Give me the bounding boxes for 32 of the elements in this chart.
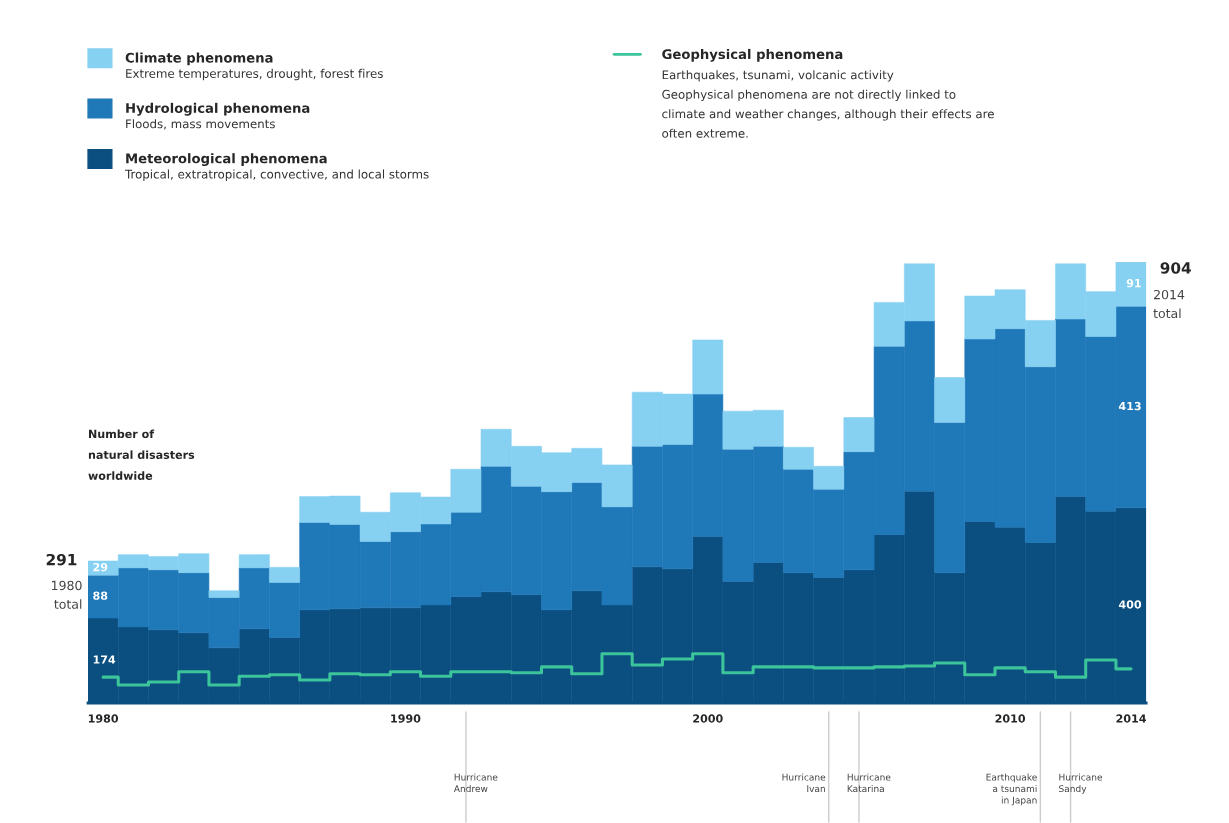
- x-tick-label: 1980: [88, 714, 119, 723]
- y-axis-title: Number of natural disasters worldwide: [88, 429, 195, 480]
- total-label: 904: [1160, 262, 1191, 274]
- ref-line-label: Hurricane Ivan: [782, 773, 826, 793]
- ref-line-label: Hurricane Andrew: [453, 773, 498, 793]
- data-label: 174: [93, 655, 116, 664]
- legend-label: Meteorological phenomena: [126, 153, 327, 167]
- bar: [934, 377, 966, 423]
- x-tick-label: 2014: [1116, 714, 1146, 723]
- bar: [208, 590, 240, 598]
- text: Earthquakes, tsunami, volcanic activity Geophysical phenomena are not directly linked to climate and weather changes, although their effects are often extreme.: [662, 70, 994, 138]
- data-label: 29: [93, 562, 108, 572]
- data-label: 91: [1126, 278, 1141, 288]
- text: Extreme temperatures, drought, forest fires: [126, 68, 383, 81]
- data-label: 88: [93, 591, 108, 600]
- text: Floods, mass movements: [126, 119, 275, 130]
- bar: [843, 417, 875, 452]
- text: 1980 total: [52, 580, 82, 609]
- x-tick-label: 2000: [693, 714, 723, 723]
- x-tick-label: 1990: [391, 714, 421, 723]
- data-label: 413: [1118, 401, 1141, 411]
- ref-line-label: Hurricane Katarina: [847, 773, 891, 793]
- ref-line-label: Hurricane Sandy: [1059, 773, 1103, 794]
- x-tick-label: 2010: [995, 714, 1026, 723]
- text: Tropical, extratropical, convective, and local storms: [124, 169, 429, 181]
- ref-line-label: Earthquake a tsunami in Japan: [986, 773, 1037, 806]
- text: 2014 total: [1153, 289, 1185, 319]
- data-label: 400: [1118, 600, 1142, 609]
- legend-label: Geophysical phenomena: [662, 48, 843, 62]
- legend-label: Climate phenomena: [125, 52, 273, 66]
- total-label: 291: [46, 553, 77, 566]
- legend-label: Hydrological phenomena: [126, 102, 310, 116]
